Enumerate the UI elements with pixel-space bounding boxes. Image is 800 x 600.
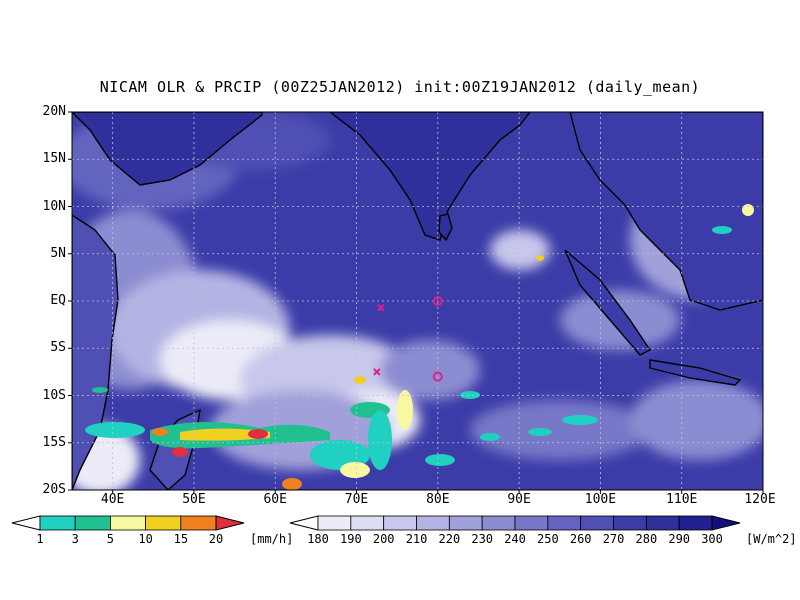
longitude-label: 80E xyxy=(426,492,450,507)
longitude-label: 60E xyxy=(263,492,287,507)
colorbar-segment xyxy=(74,515,111,531)
landmasses xyxy=(72,112,763,490)
colorbar-segment xyxy=(317,515,352,531)
latitude-label: EQ xyxy=(50,293,66,308)
colorbar-segment xyxy=(580,515,614,531)
longitude-label: 110E xyxy=(666,492,698,507)
colorbar-tick-label: 270 xyxy=(602,532,625,546)
colorbar-segment xyxy=(613,515,647,531)
sumatra-coastline xyxy=(564,249,652,356)
latitude-label: 20S xyxy=(42,482,66,497)
sri-lanka-coastline xyxy=(438,213,453,242)
colorbar-tick-label: 5 xyxy=(106,532,115,546)
colorbar-tick-label: 240 xyxy=(504,532,526,546)
precipitation-field xyxy=(85,204,754,490)
colorbar-unit: [mm/h] xyxy=(250,532,294,546)
colorbar-left-arrow xyxy=(289,515,319,531)
latitude-label: 15N xyxy=(42,151,66,167)
arabia-coastline xyxy=(72,112,263,186)
colorbar-tick-label: 280 xyxy=(635,532,658,546)
longitude-label: 70E xyxy=(344,492,369,507)
colorbar-tick-label: 210 xyxy=(405,532,428,546)
colorbar-tick-label: 200 xyxy=(372,532,395,546)
colorbar-left-arrow xyxy=(11,515,41,531)
colorbar-tick-label: 300 xyxy=(701,532,723,546)
colorbar-tick-label: 260 xyxy=(569,532,592,546)
colorbar-right-arrow xyxy=(711,515,741,531)
colorbar-segment xyxy=(180,515,217,531)
axis-ticks xyxy=(68,111,764,494)
latitude-label: 10S xyxy=(42,387,66,403)
colorbar-segment xyxy=(448,515,483,531)
colorbar-unit: [W/m^2] xyxy=(746,532,797,546)
colorbar-segment xyxy=(350,515,385,531)
longitude-label: 40E xyxy=(100,492,125,507)
x-marker xyxy=(373,368,381,376)
colorbar-segment xyxy=(110,515,147,531)
storm-markers xyxy=(373,296,443,382)
precip-colorbar xyxy=(11,515,245,531)
colorbar-segment xyxy=(416,515,450,531)
colorbar-right-arrow xyxy=(215,515,245,531)
colorbar-tick-label: 190 xyxy=(340,532,362,546)
colorbar-segment xyxy=(678,515,713,531)
latitude-label: 15S xyxy=(42,434,66,450)
latitude-label: 5S xyxy=(50,340,66,356)
colorbar-tick-label: 230 xyxy=(471,532,494,546)
colorbar-tick-label: 1 xyxy=(36,532,44,546)
circle-marker xyxy=(432,296,443,306)
colorbar-tick-label: 3 xyxy=(71,532,79,546)
circle-marker xyxy=(432,371,443,382)
southeast-asia-coastline xyxy=(569,112,763,311)
colorbar-tick-label: 20 xyxy=(208,532,224,546)
longitude-label: 100E xyxy=(584,492,617,507)
colorbar-tick-label: 15 xyxy=(173,532,189,546)
colorbar-tick-label: 290 xyxy=(668,532,691,546)
colorbar-tick-label: 180 xyxy=(307,532,329,546)
colorbar-segment xyxy=(481,515,516,531)
latitude-label: 10N xyxy=(42,198,66,214)
latitude-label: 20N xyxy=(42,104,66,119)
colorbar-segment xyxy=(145,515,182,531)
colorbar-tick-label: 220 xyxy=(438,532,461,546)
colorbar-segment xyxy=(547,515,582,531)
colorbar-segment xyxy=(514,515,549,531)
olr-colorbar xyxy=(289,515,741,531)
colorbar-segment xyxy=(645,515,680,531)
gridlines xyxy=(72,112,763,490)
africa-coastline xyxy=(72,214,119,490)
java-coastline xyxy=(649,359,742,386)
map-title: NICAM OLR & PRCIP (00Z25JAN2012) init:00… xyxy=(99,78,701,96)
longitude-label: 90E xyxy=(507,492,531,507)
latitude-label: 5N xyxy=(50,245,66,261)
colorbar-tick-label: 10 xyxy=(138,532,153,546)
longitude-label: 120E xyxy=(744,492,776,507)
colorbar-segment xyxy=(383,515,417,531)
longitude-label: 50E xyxy=(182,492,206,507)
x-marker xyxy=(377,303,385,312)
colorbar-segment xyxy=(39,515,76,531)
colorbar-tick-label: 250 xyxy=(537,532,559,546)
